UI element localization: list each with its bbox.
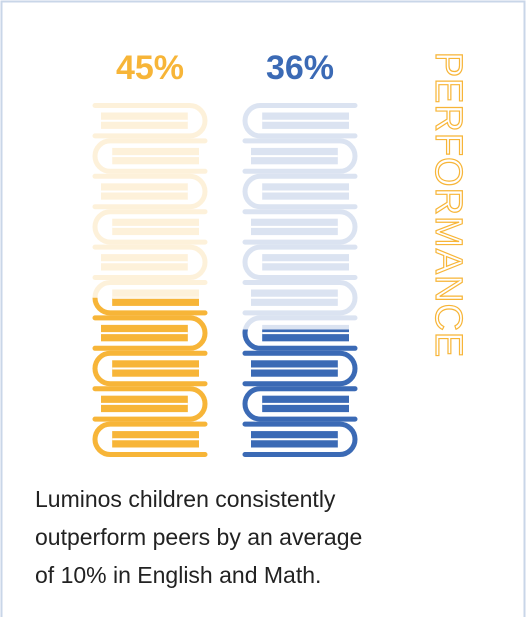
book-cover [242,138,358,174]
book-cover [92,138,208,174]
book-cover [92,386,208,422]
caption-line: of 10% in English and Math. [35,562,321,588]
book-pages [262,329,349,342]
value-label: 45% [116,49,184,87]
book-pages [101,254,188,271]
book-pages [262,183,349,200]
book-stack-fill [242,329,358,457]
book-cover [242,244,358,280]
book-pages [112,297,199,306]
book-cover [242,103,358,139]
book-cover [242,329,358,351]
book-cover [92,244,208,280]
book-cover [92,173,208,210]
book-pages [262,112,349,129]
caption-line: outperform peers by an average [35,524,362,550]
book-cover [92,315,208,351]
book-stack-fill [92,297,208,457]
book-cover [242,350,358,387]
value-label: 36% [266,49,334,87]
book-cover [242,280,358,316]
book-pages [251,218,338,236]
book-cover [242,386,358,422]
book-pages [251,289,338,306]
vertical-title: PERFORMANCE [427,52,469,359]
book-cover [92,297,208,316]
book-pages [101,112,188,129]
book-pages [112,218,199,236]
caption-line: Luminos children consistently [35,486,336,512]
book-pages [112,147,199,165]
book-cover [92,421,208,457]
book-cover [242,421,358,457]
book-pages [101,183,188,200]
book-cover [92,103,208,139]
book-cover [242,209,358,245]
book-pages [262,254,349,271]
book-cover [242,173,358,210]
book-pages [251,147,338,165]
book-cover [92,350,208,387]
book-cover [92,209,208,245]
